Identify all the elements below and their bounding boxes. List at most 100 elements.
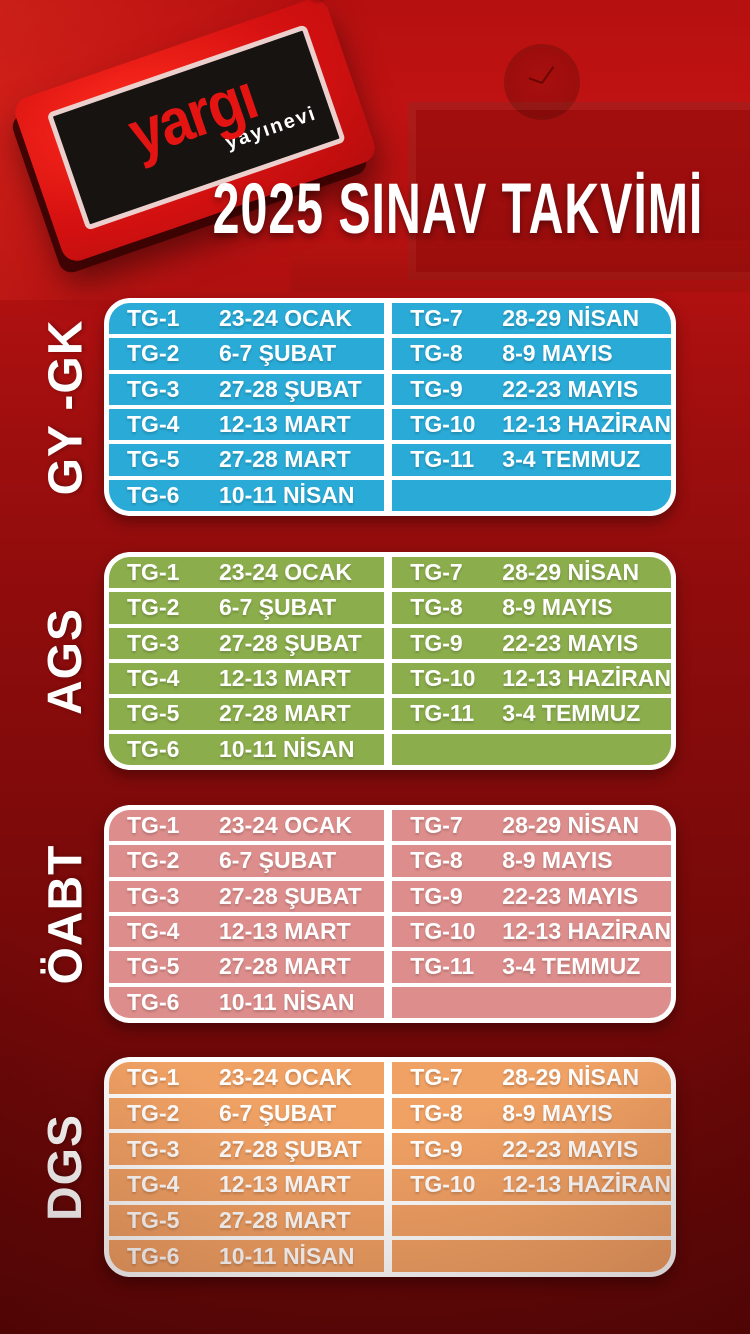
exam-date: 22-23 MAYIS	[502, 1136, 671, 1163]
table-row: TG-26-7 ŞUBAT	[109, 845, 385, 877]
exam-date: 22-23 MAYIS	[502, 883, 671, 910]
exam-code: TG-9	[410, 1136, 502, 1163]
exam-date: 28-29 NİSAN	[502, 812, 671, 839]
table-row: TG-610-11 NİSAN	[109, 986, 385, 1018]
exam-code: TG-6	[127, 736, 219, 763]
table-row: TG-123-24 OCAK	[109, 810, 385, 842]
table-row: TG-1012-13 HAZİRAN	[392, 916, 671, 948]
table-row: TG-88-9 MAYIS	[392, 592, 671, 624]
exam-date: 6-7 ŞUBAT	[219, 594, 384, 621]
exam-date: 10-11 NİSAN	[219, 736, 384, 763]
section-oabt: ÖABT TG-123-24 OCAKTG-26-7 ŞUBATTG-327-2…	[0, 805, 750, 1023]
exam-code: TG-10	[410, 1171, 502, 1198]
exam-date: 12-13 MART	[219, 1171, 384, 1198]
exam-table: TG-123-24 OCAKTG-26-7 ŞUBATTG-327-28 ŞUB…	[104, 1057, 676, 1277]
exam-date: 27-28 ŞUBAT	[219, 1136, 384, 1163]
table-row: TG-113-4 TEMMUZ	[392, 698, 671, 730]
exam-code: TG-2	[127, 594, 219, 621]
exam-code: TG-3	[127, 630, 219, 657]
exam-date: 22-23 MAYIS	[502, 376, 671, 403]
exam-date: 12-13 MART	[219, 665, 384, 692]
exam-date: 22-23 MAYIS	[502, 630, 671, 657]
exam-code: TG-6	[127, 1243, 219, 1270]
exam-code: TG-2	[127, 340, 219, 367]
table-row: TG-728-29 NİSAN	[392, 557, 671, 589]
exam-code: TG-2	[127, 1100, 219, 1127]
section-gy-gk: GY -GK TG-123-24 OCAKTG-26-7 ŞUBATTG-327…	[0, 298, 750, 516]
exam-code: TG-7	[410, 1064, 502, 1091]
exam-date: 6-7 ŞUBAT	[219, 847, 384, 874]
exam-date: 23-24 OCAK	[219, 559, 384, 586]
exam-date: 12-13 HAZİRAN	[502, 411, 671, 438]
table-row: TG-327-28 ŞUBAT	[109, 880, 385, 912]
exam-date: 3-4 TEMMUZ	[502, 953, 671, 980]
table-row: TG-527-28 MART	[109, 444, 385, 476]
exam-code: TG-8	[410, 340, 502, 367]
table-row	[392, 479, 671, 511]
table-row	[392, 733, 671, 765]
exam-code: TG-3	[127, 1136, 219, 1163]
exam-code: TG-1	[127, 1064, 219, 1091]
exam-code: TG-7	[410, 812, 502, 839]
exam-code: TG-9	[410, 630, 502, 657]
exam-table: TG-123-24 OCAKTG-26-7 ŞUBATTG-327-28 ŞUB…	[104, 805, 676, 1023]
exam-code: TG-11	[410, 953, 502, 980]
exam-date: 27-28 MART	[219, 1207, 384, 1234]
exam-code: TG-2	[127, 847, 219, 874]
exam-date: 10-11 NİSAN	[219, 482, 384, 509]
table-row: TG-922-23 MAYIS	[392, 880, 671, 912]
table-row: TG-88-9 MAYIS	[392, 338, 671, 370]
table-row: TG-922-23 MAYIS	[392, 1133, 671, 1165]
table-row: TG-412-13 MART	[109, 409, 385, 441]
exam-date: 28-29 NİSAN	[502, 1064, 671, 1091]
exam-date: 27-28 MART	[219, 700, 384, 727]
table-row: TG-1012-13 HAZİRAN	[392, 1168, 671, 1201]
table-row: TG-113-4 TEMMUZ	[392, 444, 671, 476]
exam-code: TG-7	[410, 305, 502, 332]
table-row: TG-26-7 ŞUBAT	[109, 592, 385, 624]
exam-date: 8-9 MAYIS	[502, 1100, 671, 1127]
exam-code: TG-3	[127, 376, 219, 403]
exam-date: 10-11 NİSAN	[219, 1243, 384, 1270]
exam-code: TG-5	[127, 953, 219, 980]
exam-code: TG-4	[127, 665, 219, 692]
table-row: TG-922-23 MAYIS	[392, 373, 671, 405]
exam-code: TG-3	[127, 883, 219, 910]
table-row: TG-88-9 MAYIS	[392, 845, 671, 877]
exam-date: 12-13 HAZİRAN	[502, 918, 671, 945]
exam-date: 28-29 NİSAN	[502, 305, 671, 332]
table-row: TG-527-28 MART	[109, 698, 385, 730]
table-row: TG-610-11 NİSAN	[109, 479, 385, 511]
exam-date: 6-7 ŞUBAT	[219, 340, 384, 367]
table-row: TG-327-28 ŞUBAT	[109, 627, 385, 659]
table-row: TG-327-28 ŞUBAT	[109, 1133, 385, 1165]
exam-code: TG-8	[410, 1100, 502, 1127]
exam-code: TG-1	[127, 305, 219, 332]
exam-date: 8-9 MAYIS	[502, 847, 671, 874]
exam-date: 27-28 MART	[219, 953, 384, 980]
table-row: TG-728-29 NİSAN	[392, 1062, 671, 1094]
desks-silhouette	[290, 240, 750, 292]
table-row	[392, 986, 671, 1018]
section-dgs: DGS TG-123-24 OCAKTG-26-7 ŞUBATTG-327-28…	[0, 1057, 750, 1277]
exam-code: TG-11	[410, 446, 502, 473]
exam-date: 27-28 ŞUBAT	[219, 630, 384, 657]
exam-date: 10-11 NİSAN	[219, 989, 384, 1016]
table-row: TG-1012-13 HAZİRAN	[392, 409, 671, 441]
exam-date: 23-24 OCAK	[219, 812, 384, 839]
exam-code: TG-5	[127, 1207, 219, 1234]
exam-code: TG-4	[127, 918, 219, 945]
table-row: TG-88-9 MAYIS	[392, 1097, 671, 1130]
exam-code: TG-10	[410, 918, 502, 945]
exam-date: 12-13 MART	[219, 411, 384, 438]
table-row: TG-26-7 ŞUBAT	[109, 338, 385, 370]
exam-date: 3-4 TEMMUZ	[502, 700, 671, 727]
table-row: TG-412-13 MART	[109, 1168, 385, 1201]
chalkboard-silhouette	[408, 102, 750, 280]
table-row: TG-610-11 NİSAN	[109, 733, 385, 765]
exam-date: 27-28 MART	[219, 446, 384, 473]
exam-date: 8-9 MAYIS	[502, 340, 671, 367]
table-row: TG-123-24 OCAK	[109, 557, 385, 589]
table-row: TG-123-24 OCAK	[109, 1062, 385, 1094]
exam-code: TG-10	[410, 665, 502, 692]
